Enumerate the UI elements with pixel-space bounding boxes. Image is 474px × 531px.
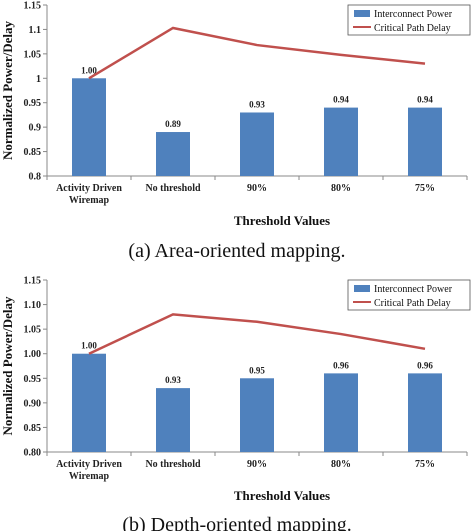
- legend-label: Interconnect Power: [374, 9, 453, 20]
- data-label: 0.95: [249, 365, 265, 375]
- chart-a: 0.8 0.85 0.9 0.95 1 1.05 1.1 1.15 1.00 0.89 0.93 0.…: [0, 1, 471, 262]
- legend-swatch-interconnect-power: [354, 10, 370, 17]
- chart-b: 0.80 0.85 0.90 0.95 1.00 1.05 1.10 1.15 1.00 0.93…: [0, 276, 471, 531]
- data-label: 1.00: [81, 65, 97, 75]
- x-tick-label: Activity Driven: [56, 459, 122, 470]
- y-axis-title: Normalized Power/Delay: [0, 296, 15, 435]
- legend-swatch-interconnect-power: [354, 285, 370, 292]
- x-tick-label: 90%: [247, 459, 267, 470]
- data-label: 0.96: [417, 360, 433, 370]
- y-tick-label: 1.10: [24, 300, 42, 311]
- x-tick-label: 90%: [247, 183, 267, 194]
- legend-label: Critical Path Delay: [374, 23, 451, 34]
- bar: [408, 107, 442, 176]
- y-tick-label: 1.05: [24, 325, 42, 336]
- y-tick-label: 0.95: [24, 98, 42, 109]
- x-tick-label: Activity Driven: [56, 183, 122, 194]
- bar: [408, 373, 442, 452]
- figure-caption: (a) Area-oriented mapping.: [128, 240, 345, 262]
- y-axis-title: Normalized Power/Delay: [0, 21, 15, 160]
- figure-caption: (b) Depth-oriented mapping.: [122, 514, 351, 531]
- bar: [240, 378, 274, 452]
- legend-label: Interconnect Power: [374, 284, 453, 295]
- bar: [156, 132, 190, 176]
- y-tick-label: 1.1: [29, 25, 42, 36]
- x-tick-label: 75%: [415, 183, 435, 194]
- data-label: 0.96: [333, 360, 349, 370]
- x-axis-title: Threshold Values: [234, 213, 330, 228]
- y-tick-label: 0.8: [29, 172, 42, 183]
- line-series-critical-path-delay: [88, 313, 426, 355]
- bar: [156, 388, 190, 452]
- data-label: 0.89: [165, 119, 181, 129]
- y-tick-label: 1: [36, 74, 41, 85]
- y-tick-label: 0.85: [24, 147, 42, 158]
- data-label: 0.93: [165, 375, 181, 385]
- y-tick-label: 0.85: [24, 423, 42, 434]
- y-tick-label: 0.80: [24, 448, 42, 459]
- y-tick-label: 1.15: [24, 1, 42, 12]
- x-axis-title: Threshold Values: [234, 488, 330, 503]
- y-tick-label: 0.90: [24, 398, 42, 409]
- bar: [324, 107, 358, 176]
- bar: [72, 78, 106, 176]
- bar: [324, 373, 358, 452]
- data-label: 0.93: [249, 99, 265, 109]
- data-label: 0.94: [333, 95, 349, 105]
- y-tick-label: 0.95: [24, 374, 42, 385]
- line-series-critical-path-delay: [88, 26, 426, 80]
- y-tick-label: 1.05: [24, 49, 42, 60]
- y-tick-label: 0.9: [29, 123, 42, 134]
- data-label: 1.00: [81, 341, 97, 351]
- x-tick-label: No threshold: [145, 459, 201, 470]
- x-tick-label: 75%: [415, 459, 435, 470]
- x-tick-label: Wiremap: [69, 195, 110, 206]
- y-tick-label: 1.00: [24, 349, 42, 360]
- x-tick-label: 80%: [331, 183, 351, 194]
- bar: [240, 112, 274, 176]
- legend-label: Critical Path Delay: [374, 298, 451, 309]
- x-tick-label: Wiremap: [69, 471, 110, 482]
- data-label: 0.94: [417, 95, 433, 105]
- y-tick-label: 1.15: [24, 276, 42, 287]
- x-tick-label: No threshold: [145, 183, 201, 194]
- x-tick-label: 80%: [331, 459, 351, 470]
- bar: [72, 353, 106, 452]
